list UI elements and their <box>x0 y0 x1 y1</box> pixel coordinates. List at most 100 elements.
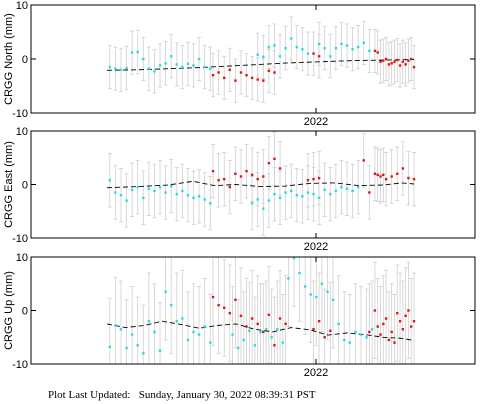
red-point <box>223 76 226 80</box>
cyan-point <box>284 191 287 194</box>
cyan-point <box>365 336 368 339</box>
red-point <box>393 341 396 344</box>
cyan-point <box>181 317 184 320</box>
cyan-point <box>119 68 123 71</box>
cyan-point <box>164 62 167 65</box>
red-point <box>245 169 248 173</box>
red-point <box>228 311 231 315</box>
red-point <box>373 172 377 175</box>
cyan-point <box>264 328 268 331</box>
red-point <box>250 173 254 177</box>
x-tick-label: 2022 <box>304 367 328 379</box>
red-point <box>407 176 410 180</box>
cyan-point <box>119 328 123 331</box>
y-tick-label: 0 <box>22 180 28 192</box>
cyan-point <box>278 196 282 200</box>
cyan-point <box>267 45 271 49</box>
red-point <box>398 64 402 67</box>
red-point <box>379 175 382 178</box>
red-point <box>234 298 237 301</box>
cyan-point <box>169 184 173 188</box>
cyan-point <box>158 64 162 67</box>
cyan-point <box>337 322 340 326</box>
red-point <box>273 71 276 74</box>
cyan-point <box>340 42 343 46</box>
cyan-point <box>312 192 315 196</box>
cyan-point <box>114 67 117 70</box>
cyan-point <box>164 290 167 293</box>
red-point <box>306 179 310 182</box>
red-point <box>245 74 248 77</box>
red-point <box>250 76 254 80</box>
cyan-point <box>209 341 212 344</box>
red-point <box>223 306 226 310</box>
cyan-point <box>108 179 111 182</box>
cyan-point <box>290 37 293 40</box>
red-point <box>217 71 220 74</box>
red-point <box>407 59 410 62</box>
red-point <box>382 322 385 326</box>
panel-3: 10 0 -10 2022 CRGG Up (mm) <box>3 252 476 379</box>
cyan-point <box>323 188 326 192</box>
cyan-point <box>356 45 360 49</box>
cyan-point <box>130 188 134 192</box>
red-point <box>317 320 321 323</box>
cyan-point <box>262 55 265 59</box>
red-point <box>401 167 405 170</box>
cyan-point <box>231 333 234 336</box>
red-point <box>396 58 399 62</box>
cyan-point <box>250 202 254 205</box>
y-tick-label: 10 <box>16 126 28 138</box>
red-point <box>373 49 377 53</box>
footer-label: Plot Last Updated: <box>48 389 131 401</box>
red-point <box>262 330 265 334</box>
cyan-point <box>248 329 251 333</box>
red-point <box>410 325 413 328</box>
cyan-point <box>242 338 245 342</box>
cyan-point <box>295 194 298 197</box>
cyan-point <box>108 345 111 349</box>
cyan-point <box>142 57 145 61</box>
red-point <box>390 175 393 178</box>
red-point <box>278 317 282 320</box>
red-point <box>273 157 276 161</box>
red-point <box>239 71 243 74</box>
red-point <box>228 68 231 71</box>
red-point <box>250 317 254 320</box>
red-point <box>317 176 321 180</box>
model-line <box>106 180 415 189</box>
plot-area <box>106 131 416 236</box>
cyan-point <box>348 341 352 344</box>
x-tick-label: 2022 <box>304 116 328 128</box>
red-point <box>396 311 399 315</box>
red-point <box>211 169 215 173</box>
cyan-point <box>142 196 145 200</box>
red-point <box>393 60 396 63</box>
cyan-point <box>273 192 276 196</box>
red-point <box>239 175 243 178</box>
cyan-point <box>153 330 156 334</box>
cyan-point <box>331 298 335 301</box>
cyan-point <box>359 333 363 336</box>
red-point <box>379 60 382 63</box>
cyan-point <box>259 330 262 334</box>
cyan-point <box>351 48 354 51</box>
cyan-point <box>309 293 312 296</box>
y-tick-label: 0 <box>22 54 28 66</box>
plot-updated-footer: Plot Last Updated: Sunday, January 30, 2… <box>48 389 316 401</box>
cyan-point <box>158 349 162 352</box>
cyan-point <box>262 207 265 210</box>
cyan-point <box>197 57 201 61</box>
red-point <box>376 325 379 328</box>
red-point <box>278 167 282 170</box>
red-point <box>387 338 391 342</box>
red-point <box>384 57 388 61</box>
cyan-point <box>317 196 321 200</box>
y-axis-label: CRGG East (mm) <box>3 141 15 228</box>
cyan-point <box>334 47 338 50</box>
cyan-point <box>181 189 184 193</box>
cyan-point <box>329 55 332 58</box>
cyan-point <box>306 52 310 55</box>
cyan-point <box>329 192 332 196</box>
red-point <box>273 344 276 347</box>
